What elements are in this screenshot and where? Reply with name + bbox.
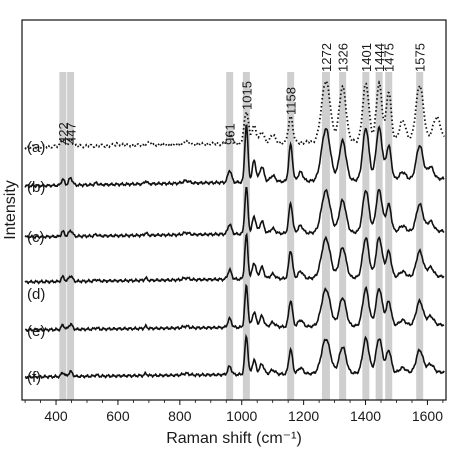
peak-label-1575: 1575 [413, 43, 428, 72]
peak-label-422: 422 [56, 122, 71, 144]
peak-band-447 [67, 72, 75, 400]
peak-band-961 [226, 72, 234, 400]
trace-label-a: (a) [27, 139, 45, 156]
spectrum-b [24, 124, 445, 189]
x-axis-title: Raman shift (cm⁻¹) [166, 430, 302, 447]
peak-band-1444 [375, 72, 383, 400]
trace-label-f: (f) [27, 369, 41, 386]
x-tick-label: 1400 [350, 408, 381, 424]
peak-label-1444: 1444 [372, 43, 387, 72]
peak-label-1475: 1475 [382, 43, 397, 72]
peak-label-1326: 1326 [336, 43, 351, 72]
spectrum-c [24, 187, 445, 240]
trace-label-b: (b) [27, 179, 45, 196]
spectrum-a [24, 79, 445, 151]
spectrum-d [24, 232, 445, 285]
peak-band-1326 [339, 72, 347, 400]
y-axis-title: Intensity [2, 180, 19, 240]
x-axis-ticks: 400 600 800 1000 1200 1400 1600 [24, 400, 444, 424]
peak-label-1272: 1272 [319, 43, 334, 72]
x-tick-label: 1000 [226, 408, 257, 424]
x-tick-label: 800 [168, 408, 192, 424]
spectrum-f [24, 333, 445, 380]
trace-label-d: (d) [27, 286, 45, 303]
peak-band-1401 [362, 72, 370, 400]
x-tick-label: 1600 [412, 408, 443, 424]
trace-label-e: (e) [27, 323, 45, 340]
plot-frame [21, 19, 447, 401]
trace-label-c: (c) [27, 229, 45, 246]
x-tick-label: 600 [106, 408, 130, 424]
peak-label-1158: 1158 [284, 87, 299, 115]
spectrum-traces [24, 79, 445, 380]
peak-label-447: 447 [64, 122, 79, 144]
peak-label-961: 961 [223, 123, 238, 145]
spectrum-e [24, 283, 445, 333]
peak-band-1475 [385, 72, 393, 400]
peak-label-1015: 1015 [239, 81, 254, 110]
x-tick-label: 1200 [288, 408, 319, 424]
peak-band-422 [59, 72, 67, 400]
peak-band-1575 [416, 72, 424, 400]
peak-band-1158 [287, 72, 295, 400]
x-tick-label: 400 [44, 408, 68, 424]
peak-label-1401: 1401 [359, 43, 374, 72]
trace-labels: (a) (b) (c) (d) (e) (f) [27, 139, 45, 386]
